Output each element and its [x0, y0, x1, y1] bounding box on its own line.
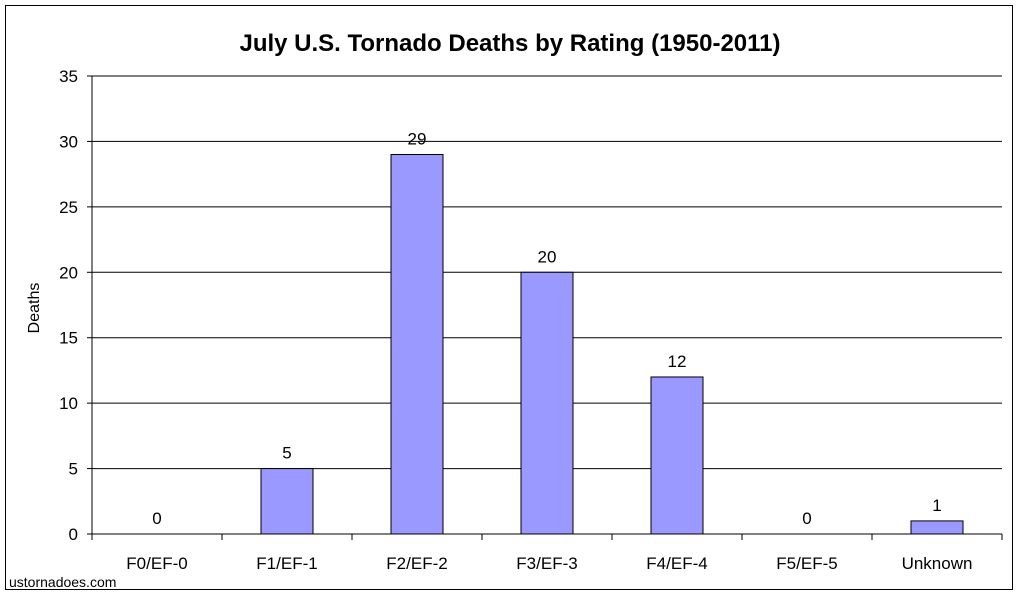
y-tick-label: 10 [59, 394, 78, 413]
source-text: ustornadoes.com [9, 574, 116, 590]
data-label: 29 [408, 130, 427, 149]
x-tick-label: F5/EF-5 [776, 554, 837, 573]
x-axis-ticks: F0/EF-0 F1/EF-1 F2/EF-2 F3/EF-3 F4/EF-4 F5/EF… [91, 534, 1003, 573]
y-tick-label: 25 [59, 198, 78, 217]
data-label: 0 [152, 509, 161, 528]
chart-frame: July U.S. Tornado Deaths by Rating (1950… [5, 5, 1013, 590]
y-tick-label: 0 [69, 525, 78, 544]
y-tick-label: 15 [59, 329, 78, 348]
y-tick-label: 30 [59, 132, 78, 151]
data-label: 5 [282, 444, 291, 463]
data-label: 12 [668, 352, 687, 371]
x-tick-label: F4/EF-4 [646, 554, 707, 573]
y-axis-label: Deaths [26, 283, 43, 334]
y-tick-label: 5 [69, 460, 78, 479]
x-tick-label: Unknown [902, 554, 973, 573]
bar [260, 468, 314, 535]
x-tick-label: F3/EF-3 [516, 554, 577, 573]
bar [910, 520, 964, 535]
x-tick-label: F0/EF-0 [126, 554, 187, 573]
y-tick-label: 20 [59, 263, 78, 282]
bar-chart: July U.S. Tornado Deaths by Rating (1950… [9, 30, 1003, 590]
data-label: 1 [932, 496, 941, 515]
data-label: 0 [802, 509, 811, 528]
axes [91, 76, 1002, 535]
bar [520, 271, 574, 535]
chart-title: July U.S. Tornado Deaths by Rating (1950… [239, 30, 780, 57]
x-tick-label: F2/EF-2 [386, 554, 447, 573]
bars [260, 154, 964, 535]
data-label: 20 [538, 247, 557, 266]
y-axis-ticks: 0 5 10 15 20 25 30 35 [59, 67, 92, 544]
y-tick-label: 35 [59, 67, 78, 86]
data-labels: 0 5 29 20 12 0 1 [152, 130, 941, 528]
bar [390, 154, 444, 535]
x-tick-label: F1/EF-1 [256, 554, 317, 573]
bar [650, 376, 704, 535]
